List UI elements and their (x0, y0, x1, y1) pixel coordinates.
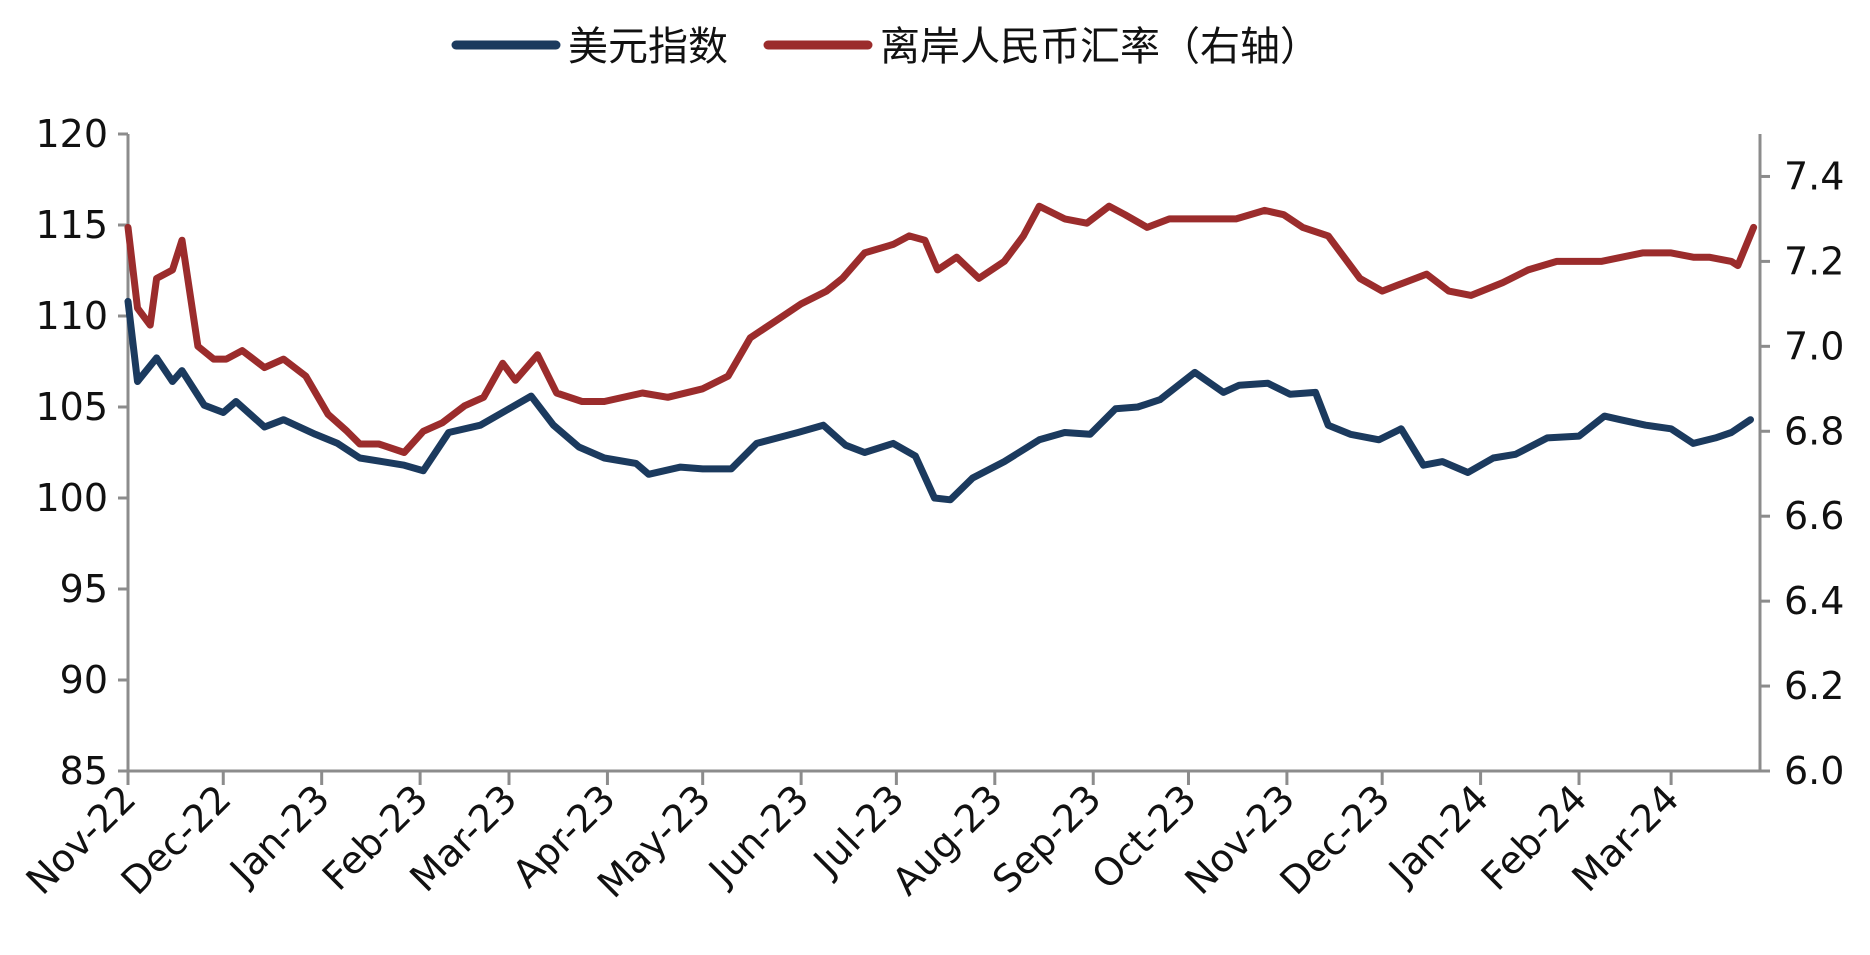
x-tick-label: Aug-23 (884, 776, 1011, 903)
usd-index-line (124, 297, 1754, 504)
left-y-tick-label: 90 (60, 658, 108, 702)
legend: 美元指数 离岸人民币汇率（右轴） (451, 24, 1320, 70)
right-y-ticks: 6.0 6.2 6.4 6.6 6.8 7.0 7.2 7.4 (1760, 154, 1844, 793)
x-tick-label: Sep-23 (984, 776, 1110, 902)
left-y-tick-label: 115 (35, 203, 108, 247)
left-y-tick-label: 95 (60, 567, 108, 611)
left-y-ticks: 85 90 95 100 105 110 115 120 (35, 112, 128, 793)
right-y-tick-label: 7.2 (1784, 239, 1844, 283)
x-tick-label: Jun-23 (699, 776, 817, 894)
left-y-tick-label: 105 (35, 385, 108, 429)
left-y-tick-label: 110 (35, 294, 108, 338)
right-y-tick-label: 6.6 (1784, 494, 1844, 538)
left-y-tick-label: 120 (35, 112, 108, 156)
x-tick-label: Jan-24 (1379, 776, 1497, 894)
right-y-tick-label: 6.8 (1784, 409, 1844, 453)
legend-label-cnh-rate: 离岸人民币汇率（右轴） (880, 24, 1320, 70)
left-y-tick-label: 100 (35, 476, 108, 520)
x-tick-label: Jan-23 (220, 776, 338, 894)
cnh-rate-line (124, 202, 1758, 456)
right-y-tick-label: 6.0 (1784, 749, 1844, 793)
right-y-tick-label: 6.2 (1784, 664, 1844, 708)
right-y-tick-label: 7.4 (1784, 154, 1844, 198)
left-y-tick-label: 85 (60, 749, 108, 793)
legend-label-usd-index: 美元指数 (568, 24, 728, 70)
right-y-tick-label: 7.0 (1784, 324, 1844, 368)
series-layer (124, 202, 1758, 504)
x-axis-ticks: Nov-22Dec-22Jan-23Feb-23Mar-23Apr-23May-… (18, 771, 1687, 906)
right-y-tick-label: 6.4 (1784, 579, 1844, 623)
